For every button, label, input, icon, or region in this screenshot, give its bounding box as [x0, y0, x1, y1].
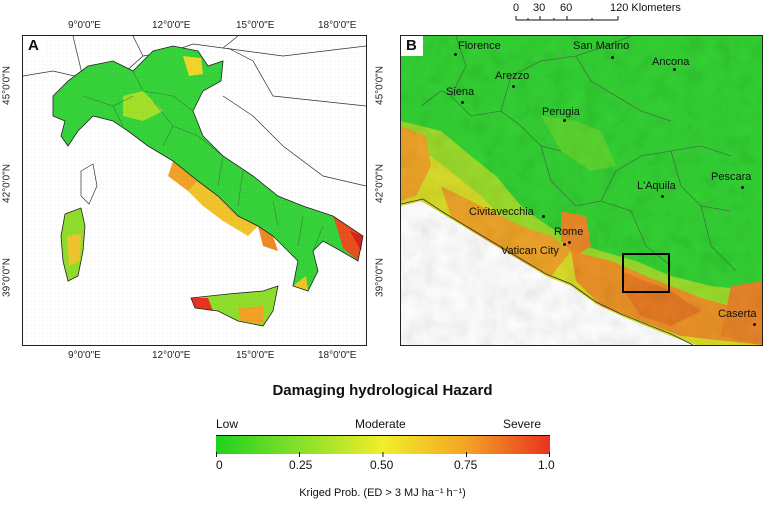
panel-a-bottom-tick: 18°0'0"E	[318, 350, 357, 361]
legend-severe-label: Severe	[503, 417, 542, 431]
legend-units: Kriged Prob. (ED > 3 MJ ha⁻¹ h⁻¹)	[299, 487, 466, 499]
panel-a-bottom-tick: 9°0'0"E	[68, 350, 101, 361]
city-label-perugia: Perugia	[542, 106, 580, 118]
panel-a-top-tick: 9°0'0"E	[68, 20, 101, 31]
legend-moderate-label: Moderate	[355, 417, 406, 431]
panel-a-label: A	[23, 36, 45, 56]
panel-a-right-tick: 45°0'0"N	[374, 66, 386, 105]
panel-a-right-tick: 39°0'0"N	[374, 258, 386, 297]
city-label-arezzo: Arezzo	[495, 70, 530, 82]
legend-tick-label: 0.75	[454, 458, 478, 472]
legend-tick-label: 0.25	[289, 458, 313, 472]
panel-a-top-tick: 12°0'0"E	[152, 20, 191, 31]
italy-map-svg	[23, 36, 366, 345]
city-label-civitavecchia: Civitavecchia	[469, 206, 534, 218]
panel-a-left-tick: 45°0'0"N	[1, 66, 13, 105]
panel-b-label: B	[401, 36, 423, 56]
panel-a-bottom-tick: 15°0'0"E	[236, 350, 275, 361]
city-label-vatican-city: Vatican City	[501, 245, 559, 257]
scale-label: 0	[513, 2, 520, 14]
legend-tick-label: 0.50	[370, 458, 394, 472]
city-label-caserta: Caserta	[718, 308, 757, 320]
city-label-laquila: L'Aquila	[637, 180, 676, 192]
panel-a-map: A	[22, 35, 367, 346]
scale-bar-graphic	[515, 16, 619, 21]
city-label-pescara: Pescara	[711, 171, 752, 183]
city-label-rome: Rome	[554, 226, 584, 238]
panel-a-right-tick: 42°0'0"N	[374, 164, 386, 203]
city-label-ancona: Ancona	[652, 56, 690, 68]
panel-a-left-tick: 39°0'0"N	[1, 258, 13, 297]
scale-label: 120 Klometers	[610, 2, 681, 14]
scale-label: 60	[560, 2, 573, 14]
central-italy-map-svg	[401, 36, 762, 345]
panel-a-left-tick: 42°0'0"N	[1, 164, 13, 203]
city-label-san-marino: San Marino	[573, 40, 630, 52]
panel-a-top-tick: 15°0'0"E	[236, 20, 275, 31]
legend-tick-label: 0	[216, 458, 223, 472]
legend-ticks	[216, 452, 550, 457]
study-area-box	[622, 253, 670, 293]
scale-bar: 0 30 60 120 Klometers	[512, 2, 712, 24]
city-label-florence: Florence	[458, 40, 501, 52]
legend-low-label: Low	[216, 417, 239, 431]
panel-b-map: Florence San Marino Ancona Arezzo Siena …	[400, 35, 763, 346]
legend-tick-label: 1.0	[538, 458, 555, 472]
legend-colorbar	[216, 435, 550, 454]
city-label-siena: Siena	[446, 86, 475, 98]
scale-label: 30	[533, 2, 546, 14]
legend-title: Damaging hydrological Hazard	[272, 382, 493, 399]
panel-a-bottom-tick: 12°0'0"E	[152, 350, 191, 361]
panel-a-top-tick: 18°0'0"E	[318, 20, 357, 31]
